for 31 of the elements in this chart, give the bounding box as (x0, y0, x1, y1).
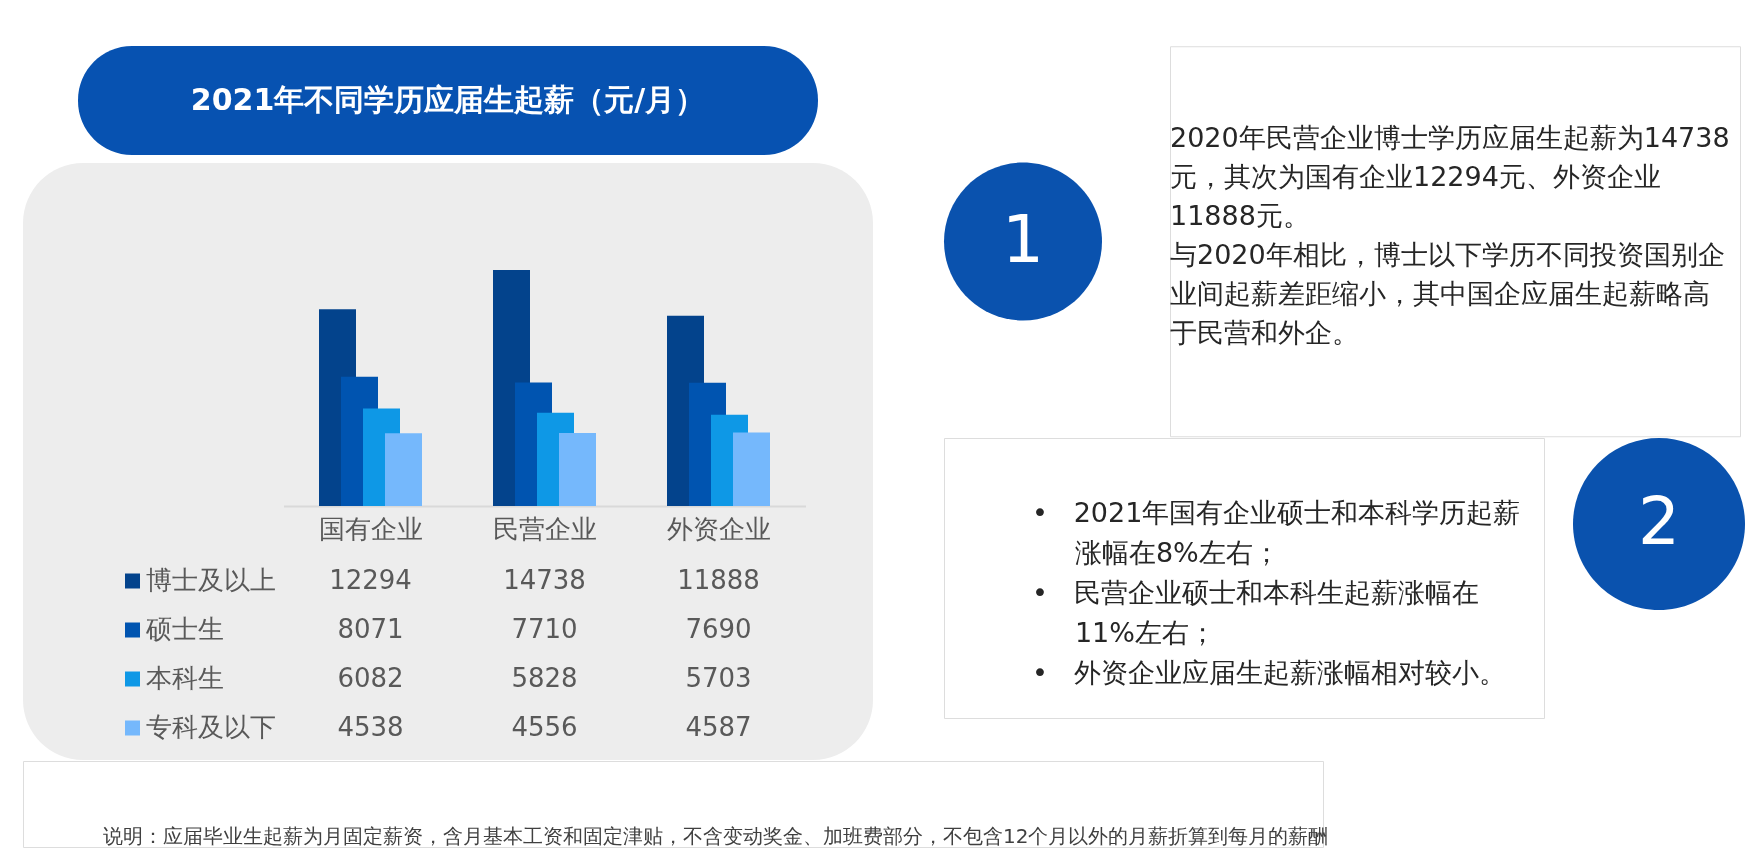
data-label: 5703 (685, 663, 752, 693)
text: 说明：应届毕业生起薪为月固定薪资，含月基本工资和固定津贴，不含变动奖金、加班费部分，不包含12个月以外的月薪折算到每月的薪酬 (103, 824, 1329, 848)
bar (559, 433, 596, 506)
legend-label: 专科及以下 (146, 712, 276, 742)
bar (385, 433, 422, 506)
data-label: 8071 (337, 614, 404, 644)
bar (733, 432, 770, 506)
text: • 外资企业应届生起薪涨幅相对较小。 (1032, 657, 1506, 688)
x-tick-label: 国有企业 (318, 513, 423, 544)
data-label: 6082 (337, 663, 404, 693)
text: 2020年民营企业博士学历应届生起薪为14738元，其次为国有企业12294元、外资企业11888元。 (1170, 122, 1730, 232)
data-label: 14738 (503, 565, 586, 595)
chart-title: 2021年不同学历应届生起薪（元/月） (190, 81, 706, 117)
text: • 2021年国有企业硕士和本科学历起薪涨幅在8%左右； (1032, 497, 1521, 568)
data-label: 5828 (511, 663, 578, 693)
legend-label: 硕士生 (145, 614, 224, 644)
data-label: 12294 (329, 565, 412, 595)
data-label: 7710 (511, 614, 578, 644)
text: 1 (1002, 200, 1044, 278)
legend-label: 博士及以上 (146, 565, 276, 595)
data-label: 7690 (685, 614, 752, 644)
x-tick-label: 外资企业 (666, 513, 771, 544)
text: • 民营企业硕士和本科生起薪涨幅在11%左右； (1032, 577, 1479, 648)
text: 与2020年相比，博士以下学历不同投资国别企业间起薪差距缩小，其中国企应届生起薪略高于民营和外企。 (1170, 239, 1725, 349)
text: 2 (1638, 483, 1680, 560)
data-label: 4556 (511, 712, 578, 742)
data-label: 4538 (337, 712, 404, 742)
data-label: 11888 (677, 565, 760, 595)
x-tick-label: 民营企业 (492, 513, 597, 544)
legend-label: 本科生 (146, 663, 224, 693)
data-label: 4587 (685, 712, 752, 742)
